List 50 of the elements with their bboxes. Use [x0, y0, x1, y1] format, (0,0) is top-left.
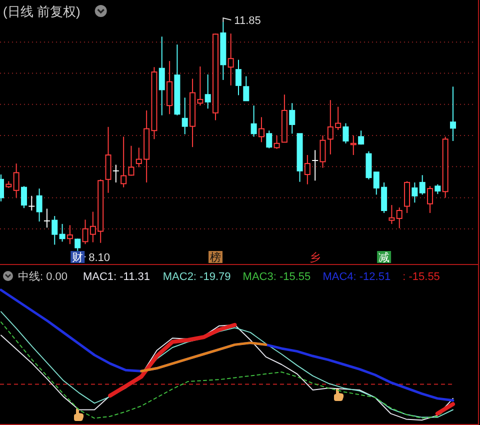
- candlestick: [366, 150, 372, 180]
- candlestick: [450, 86, 456, 142]
- candlestick: [427, 186, 434, 214]
- candlestick: [36, 188, 42, 222]
- candlestick: [13, 163, 20, 198]
- candlestick: [250, 105, 257, 138]
- candlestick: [434, 184, 441, 195]
- text: 中线: 0.00: [18, 270, 68, 283]
- candlestick: [158, 36, 165, 116]
- text: MAC3: -15.55: [242, 271, 311, 283]
- candlestick: [388, 204, 395, 224]
- annotation: 乡: [310, 251, 321, 264]
- candlestick: [182, 97, 188, 135]
- candlestick: [266, 130, 272, 149]
- candlestick: [28, 195, 36, 212]
- candlestick: [43, 208, 50, 228]
- annotation: 8.10: [88, 252, 110, 264]
- annotation: 榜: [210, 251, 222, 264]
- candlestick: [228, 33, 234, 86]
- candlestick: [52, 216, 58, 246]
- candlestick: [419, 174, 426, 196]
- candlestick: [289, 102, 296, 134]
- candlestick: [404, 180, 410, 214]
- candlestick: [59, 223, 66, 242]
- candlestick: [20, 186, 27, 209]
- candlestick: [74, 238, 81, 252]
- annotation: 减: [378, 251, 390, 264]
- candlestick: [342, 122, 349, 144]
- candlestick: [243, 76, 250, 102]
- candlestick: [112, 164, 120, 183]
- text: MAC2: -19.79: [162, 271, 231, 283]
- text: MAC4: -12.51: [322, 271, 391, 283]
- candlestick: [274, 134, 280, 150]
- candlestick: [412, 182, 418, 204]
- candlestick: [66, 224, 73, 245]
- candlestick: [235, 59, 242, 96]
- candlestick: [350, 134, 356, 156]
- candlestick: [304, 154, 310, 185]
- candlestick: [320, 134, 326, 168]
- candlestick: [258, 116, 264, 143]
- candlestick: [312, 150, 319, 182]
- candlestick: [166, 60, 173, 115]
- text: : -15.55: [402, 271, 440, 283]
- annotation: 财: [72, 251, 84, 264]
- chart-title: (日线 前复权): [3, 4, 80, 19]
- text: MAC1: -11.31: [82, 271, 150, 283]
- annotation: 11.85: [234, 14, 261, 27]
- candlestick: [396, 206, 402, 229]
- candlestick: [358, 130, 364, 146]
- candlestick: [204, 74, 211, 110]
